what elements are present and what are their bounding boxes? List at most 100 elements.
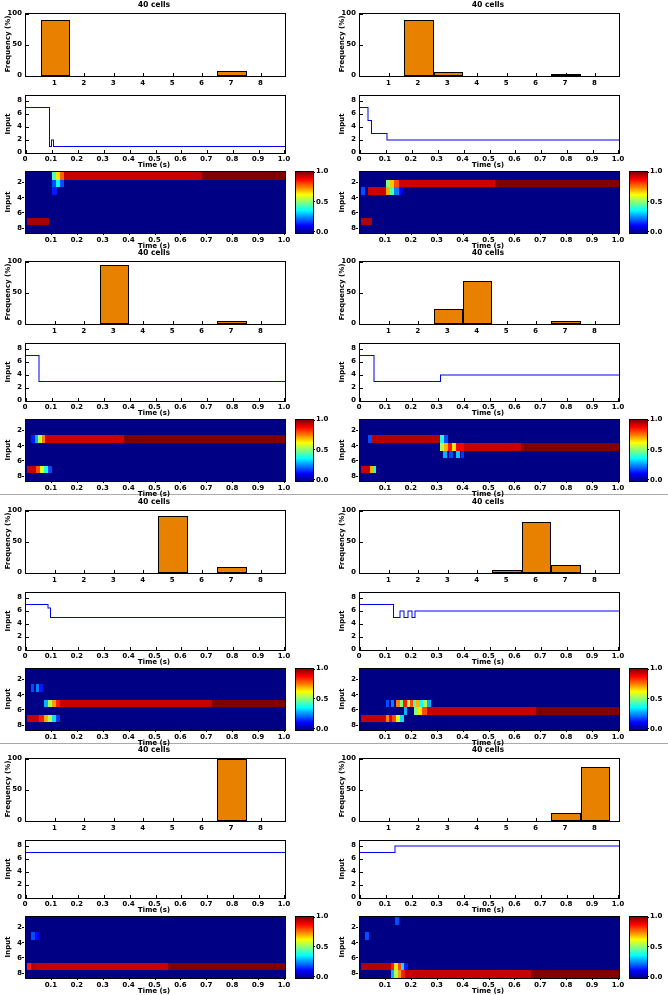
- colorbar-tick-mark: [313, 946, 315, 947]
- hist-x-tick-label: 7: [562, 576, 568, 584]
- heat-x-tick-label: 0.2: [404, 733, 417, 741]
- line-y-tick-mark: [26, 126, 29, 128]
- line-x-tick-mark: [541, 647, 543, 650]
- hist-x-tick-label: 3: [110, 79, 116, 87]
- hist-x-tick-label: 1: [51, 79, 57, 87]
- heat-x-tick-mark: [540, 730, 542, 732]
- hist-y-axis-label: Frequency (%): [4, 512, 12, 570]
- colorbar-tick-mark: [313, 727, 315, 729]
- heatmap-segment: [385, 179, 390, 188]
- colorbar-tick-mark: [313, 449, 315, 450]
- hist-x-tick-label: 7: [228, 824, 234, 832]
- line-y-tick-label: 8: [351, 841, 356, 850]
- heatmap-segment: [451, 442, 456, 451]
- heat-x-tick-mark: [488, 978, 490, 980]
- heatmap-segment: [494, 179, 619, 188]
- heat-y-tick-mark: [22, 460, 24, 462]
- heat-x-tick-mark: [258, 730, 260, 732]
- heatmap-segment: [36, 932, 39, 940]
- line-y-tick-label: 0: [17, 148, 22, 156]
- heat-y-tick-mark: [356, 678, 358, 680]
- hist-x-tick-label: 8: [592, 576, 597, 584]
- hist-x-tick-mark: [388, 73, 390, 76]
- input-timeseries-plot: [25, 343, 286, 402]
- heat-x-tick-mark: [514, 233, 516, 235]
- activity-heatmap: [25, 171, 286, 234]
- heat-y-tick-label: 4: [17, 441, 22, 450]
- line-y-tick-mark: [360, 374, 363, 376]
- hist-x-tick-label: 4: [140, 327, 146, 335]
- colorbar-tick-mark: [313, 230, 315, 232]
- line-y-tick-label: 4: [351, 122, 356, 131]
- heat-x-tick-mark: [410, 481, 412, 483]
- heat-x-tick-mark: [436, 978, 438, 980]
- row-separator-2: [0, 743, 668, 744]
- panel-group-row1-col2: 40 cells Frequency (%) Input 0 50 100 1 2 3 4 5 6 7 8…: [334, 0, 668, 251]
- line-x-tick-label: 0.2: [70, 652, 83, 660]
- heat-x-tick-mark: [284, 233, 285, 235]
- heatmap-segment: [55, 172, 60, 180]
- line-x-tick-label: 0.8: [559, 900, 573, 908]
- hist-title: 40 cells: [137, 497, 171, 506]
- heat-x-tick-mark: [180, 481, 182, 483]
- line-y-tick-label: 6: [351, 606, 356, 615]
- hist-y-tick-mark: [26, 13, 29, 15]
- activity-heatmap: [359, 668, 620, 731]
- line-x-tick-label: 0.3: [96, 900, 109, 908]
- line-y-tick-mark: [26, 871, 29, 873]
- line-x-tick-label: 0.6: [508, 652, 521, 660]
- line-x-tick-label: 0.8: [225, 155, 239, 163]
- input-timeseries-plot: [359, 840, 620, 899]
- heat-x-tick-mark: [514, 730, 516, 732]
- line-x-tick-mark: [567, 398, 569, 401]
- line-y-tick-label: 0: [17, 893, 22, 901]
- colorbar-tick-label: 1.0: [650, 912, 663, 920]
- line-x-tick-mark: [489, 895, 491, 898]
- input-line-svg: [360, 845, 619, 854]
- heat-y-tick-mark: [356, 197, 358, 199]
- heat-y-tick-label: 6: [17, 456, 22, 465]
- hist-x-tick-label: 3: [444, 576, 450, 584]
- hist-y-axis-label: Frequency (%): [338, 760, 346, 818]
- heat-x-tick-mark: [154, 481, 156, 483]
- colorbar-tick-label: 1.0: [316, 664, 329, 672]
- heat-x-tick-label: 0.9: [585, 981, 599, 989]
- line-y-tick-label: 0: [17, 396, 22, 404]
- hist-y-axis-label: Frequency (%): [338, 512, 346, 570]
- line-y-tick-mark: [360, 858, 363, 860]
- heat-x-tick-mark: [410, 233, 412, 235]
- heatmap-segment: [393, 179, 399, 188]
- heat-x-tick-label: 0.8: [225, 484, 239, 492]
- heatmap-segment: [405, 970, 531, 978]
- hist-y-tick-label: 100: [7, 754, 22, 762]
- heat-x-tick-label: 0.8: [559, 236, 573, 244]
- line-x-tick-mark: [437, 398, 439, 401]
- line-x-tick-mark: [360, 398, 361, 401]
- heat-x-tick-mark: [410, 978, 412, 980]
- heat-y-axis-label: Input: [338, 688, 346, 709]
- line-x-tick-mark: [411, 895, 413, 898]
- heat-x-tick-mark: [232, 233, 234, 235]
- line-y-tick-label: 6: [17, 854, 22, 863]
- heat-y-axis-label: Input: [4, 439, 12, 460]
- heat-y-tick-label: 6: [351, 208, 356, 217]
- heatmap-segment: [385, 187, 390, 195]
- heat-y-tick-mark: [356, 957, 358, 959]
- panel-group-row2-col2: 40 cells Frequency (%) Input 0 50 100 1 2 3 4 5 6 7 8…: [334, 248, 668, 499]
- line-y-tick-label: 2: [17, 632, 22, 641]
- heat-x-tick-label: 0.2: [70, 236, 83, 244]
- heatmap-segment: [27, 714, 39, 723]
- heat-x-axis-label: Time (s): [137, 987, 171, 995]
- heat-x-axis-label: Time (s): [137, 739, 171, 747]
- line-x-tick-mark: [284, 647, 285, 650]
- line-y-tick-mark: [26, 858, 29, 860]
- hist-y-tick-label: 0: [351, 568, 356, 576]
- heat-x-tick-label: 0.8: [559, 981, 573, 989]
- heat-x-tick-label: 0.3: [96, 236, 109, 244]
- input-line-svg: [360, 604, 619, 619]
- histogram-plot: [359, 261, 620, 325]
- hist-y-tick-label: 50: [346, 537, 356, 545]
- hist-x-tick-mark: [594, 570, 596, 573]
- colorbar-tick-mark: [313, 698, 315, 699]
- hist-x-tick-label: 1: [385, 824, 391, 832]
